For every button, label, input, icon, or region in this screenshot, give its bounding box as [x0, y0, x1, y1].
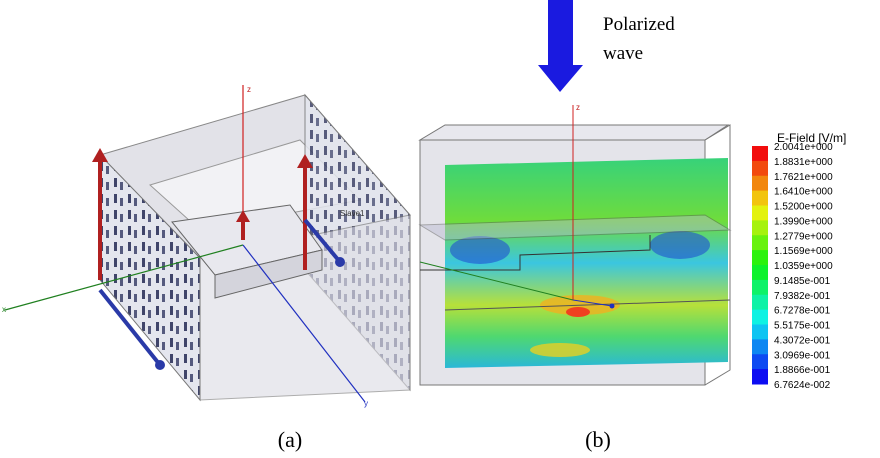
arrow-head [335, 257, 345, 267]
legend-label: 4.3072e-001 [774, 335, 831, 346]
figure: z x y Slave1 (a) z Polarized wave (b) E-… [0, 0, 880, 458]
field-coldspot [650, 231, 710, 259]
legend-label: 1.7621e+000 [774, 172, 833, 183]
axis-label: z [247, 85, 251, 94]
wave-arrow [548, 0, 573, 65]
legend-label: 1.8866e-001 [774, 365, 831, 376]
legend-label: 6.7624e-002 [774, 380, 831, 391]
legend-label: 3.0969e-001 [774, 350, 831, 361]
color-swatch [752, 265, 768, 280]
color-swatch [752, 161, 768, 176]
legend-label: 9.1485e-001 [774, 276, 831, 287]
color-swatch [752, 176, 768, 191]
color-swatch [752, 325, 768, 340]
legend-label: 1.6410e+000 [774, 187, 833, 198]
field-hotspot [530, 343, 590, 357]
color-swatch [752, 146, 768, 161]
color-swatch [752, 310, 768, 325]
axis-label: x [2, 305, 6, 314]
legend-label: 6.7278e-001 [774, 306, 831, 317]
box-top [420, 125, 728, 140]
axis-label: z [576, 103, 580, 112]
boundary-label: Slave1 [340, 209, 365, 218]
axis-label: y [364, 399, 368, 408]
arrow-label: wave [603, 43, 643, 64]
panel-b: z Polarized wave (b) [420, 0, 730, 452]
panel-a: z x y Slave1 (a) [2, 85, 410, 452]
arrow-label: Polarized [603, 14, 675, 35]
color-swatch [752, 295, 768, 310]
color-swatch [752, 339, 768, 354]
legend-label: 7.9382e-001 [774, 291, 831, 302]
axis-end [610, 304, 615, 309]
color-swatch [752, 354, 768, 369]
panel-label: (a) [278, 427, 302, 452]
color-swatch [752, 250, 768, 265]
color-swatch [752, 191, 768, 206]
field-coldspot [450, 236, 510, 264]
page: z x y Slave1 (a) z Polarized wave (b) E-… [0, 0, 880, 458]
legend-label: 1.3990e+000 [774, 216, 833, 227]
color-swatch [752, 220, 768, 235]
color-swatch [752, 235, 768, 250]
legend-label: 1.2779e+000 [774, 231, 833, 242]
wave-arrow-head [538, 65, 583, 92]
field-hotspot [566, 307, 590, 317]
legend-label: 1.0359e+000 [774, 261, 833, 272]
legend-label: 5.5175e-001 [774, 321, 831, 332]
arrow-head [155, 360, 165, 370]
legend-label: 2.0041e+000 [774, 142, 833, 153]
legend-label: 1.8831e+000 [774, 157, 833, 168]
legend-label: 1.5200e+000 [774, 202, 833, 213]
legend: E-Field [V/m] 2.0041e+0001.8831e+0001.76… [752, 131, 846, 391]
color-swatch [752, 206, 768, 221]
panel-label: (b) [585, 427, 611, 452]
color-swatch [752, 280, 768, 295]
color-swatch [752, 369, 768, 384]
legend-label: 1.1569e+000 [774, 246, 833, 257]
